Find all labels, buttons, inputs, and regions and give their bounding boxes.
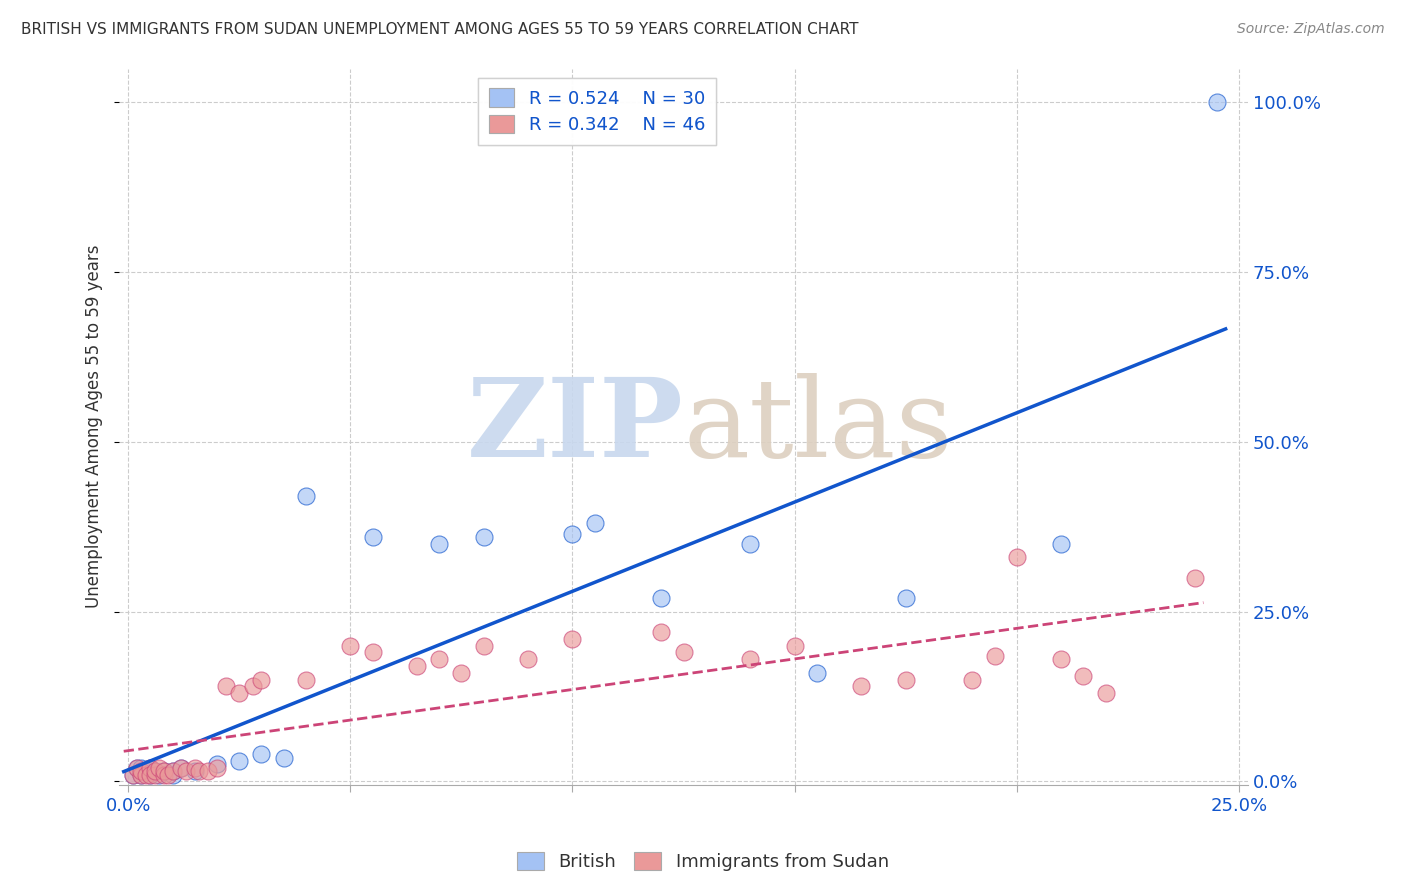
Point (295, 489, 318, 503)
Point (1184, 571, 1206, 585)
Point (152, 764, 174, 779)
Point (650, 591, 672, 605)
Point (472, 530, 495, 544)
Point (806, 665, 828, 680)
Point (517, 652, 540, 666)
Point (215, 679, 238, 693)
Point (152, 764, 174, 779)
Legend: R = 0.524    N = 30, R = 0.342    N = 46: R = 0.524 N = 30, R = 0.342 N = 46 (478, 78, 716, 145)
Point (740, 652, 762, 666)
Point (228, 754, 250, 768)
Point (242, 679, 264, 693)
Point (148, 761, 170, 775)
Point (250, 673, 273, 687)
Point (131, 767, 153, 781)
Point (148, 767, 170, 781)
Point (983, 648, 1005, 663)
Point (162, 764, 184, 779)
Point (450, 665, 472, 680)
Point (1005, 550, 1028, 565)
Point (472, 639, 495, 653)
Point (184, 764, 207, 779)
Point (197, 764, 219, 779)
Point (740, 537, 762, 551)
Point (1094, 686, 1116, 700)
Point (184, 761, 207, 775)
Legend: British, Immigrants from Sudan: British, Immigrants from Sudan (510, 845, 896, 879)
Point (125, 761, 148, 775)
Text: Source: ZipAtlas.com: Source: ZipAtlas.com (1237, 22, 1385, 37)
Point (851, 679, 873, 693)
Point (121, 767, 143, 781)
Point (139, 767, 162, 781)
Point (188, 764, 211, 779)
Point (135, 767, 157, 781)
Point (143, 764, 166, 779)
Point (427, 537, 450, 551)
Point (250, 747, 273, 762)
Point (125, 761, 148, 775)
Point (121, 767, 143, 781)
Point (157, 767, 180, 781)
Point (406, 659, 429, 673)
Point (139, 761, 162, 775)
Point (135, 764, 157, 779)
Point (131, 764, 153, 779)
Point (139, 761, 162, 775)
Point (561, 526, 583, 541)
Point (228, 686, 250, 700)
Point (174, 764, 197, 779)
Text: ZIP: ZIP (467, 373, 683, 480)
Point (162, 764, 184, 779)
Point (143, 764, 166, 779)
Point (170, 761, 193, 775)
Point (273, 750, 295, 764)
Y-axis label: Unemployment Among Ages 55 to 59 years: Unemployment Among Ages 55 to 59 years (86, 245, 103, 608)
Point (131, 767, 153, 781)
Point (894, 673, 917, 687)
Point (427, 652, 450, 666)
Point (650, 625, 672, 640)
Point (894, 591, 917, 605)
Point (170, 761, 193, 775)
Point (1073, 669, 1095, 683)
Point (962, 673, 984, 687)
Point (139, 767, 162, 781)
Text: atlas: atlas (683, 373, 953, 480)
Point (143, 767, 166, 781)
Point (672, 645, 695, 659)
Point (205, 757, 228, 772)
Point (131, 761, 153, 775)
Point (339, 639, 361, 653)
Point (295, 673, 318, 687)
Text: BRITISH VS IMMIGRANTS FROM SUDAN UNEMPLOYMENT AMONG AGES 55 TO 59 YEARS CORRELAT: BRITISH VS IMMIGRANTS FROM SUDAN UNEMPLO… (21, 22, 859, 37)
Point (162, 767, 184, 781)
Point (152, 767, 174, 781)
Point (1050, 652, 1073, 666)
Point (561, 632, 583, 646)
Point (205, 761, 228, 775)
Point (583, 516, 606, 531)
Point (1205, 95, 1227, 110)
Point (361, 645, 384, 659)
Point (783, 639, 806, 653)
Point (1050, 537, 1073, 551)
Point (361, 530, 384, 544)
